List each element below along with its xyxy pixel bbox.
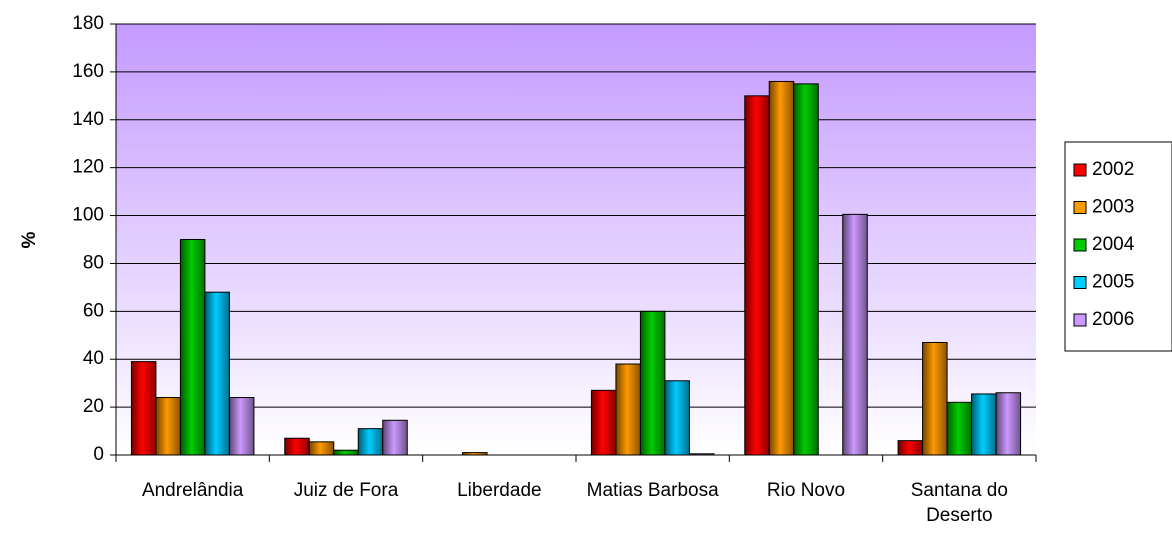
bar (922, 341, 948, 456)
bar (995, 392, 1022, 456)
bar (284, 437, 310, 456)
bar (204, 291, 230, 456)
x-tick-label: Juiz de Fora (293, 480, 399, 501)
x-tick-label: Rio Novo (766, 480, 846, 501)
y-tick-label: 100 (72, 205, 104, 226)
legend-label: 2002 (1092, 159, 1134, 180)
x-tick-label: Matias Barbosa (586, 480, 719, 501)
x-tick-label: Santana do Deserto (910, 480, 1008, 526)
y-tick-label: 120 (72, 157, 104, 178)
bar (228, 397, 255, 456)
bar (357, 428, 384, 456)
bar (179, 239, 206, 456)
legend-swatch (1073, 201, 1087, 214)
legend-swatch (1073, 313, 1087, 327)
bar (130, 361, 157, 456)
legend-label: 2004 (1092, 234, 1135, 255)
bar (155, 397, 181, 456)
bar (639, 310, 666, 456)
bar (793, 83, 819, 456)
bar (946, 401, 973, 456)
y-tick-label: 60 (83, 300, 104, 321)
bar (688, 453, 715, 456)
bar (333, 449, 359, 456)
bar (897, 440, 924, 456)
y-tick-label: 0 (93, 444, 104, 465)
legend-label: 2006 (1092, 309, 1134, 330)
bar (382, 419, 408, 456)
y-axis-label: % (19, 231, 40, 248)
legend-label: 2003 (1092, 197, 1134, 218)
y-tick-label: 180 (72, 13, 104, 34)
bar (971, 393, 997, 456)
legend-label: 2005 (1092, 272, 1134, 293)
legend-swatch (1073, 238, 1087, 252)
bar (744, 95, 770, 456)
y-tick-label: 80 (83, 252, 104, 273)
legend-swatch (1073, 163, 1087, 177)
y-tick-label: 140 (72, 109, 104, 130)
bar (664, 380, 690, 456)
bar (768, 80, 795, 456)
plot-area (116, 24, 1036, 455)
bar (590, 389, 617, 456)
y-tick-label: 40 (83, 348, 104, 369)
bar (842, 213, 868, 456)
y-tick-label: 160 (72, 61, 104, 82)
x-tick-label: Liberdade (457, 480, 542, 501)
bar (615, 363, 641, 456)
y-tick-label: 20 (83, 396, 104, 417)
bar (462, 452, 488, 456)
bar (308, 441, 335, 456)
legend-swatch (1073, 276, 1087, 289)
x-tick-label: Andrelândia (141, 480, 244, 501)
